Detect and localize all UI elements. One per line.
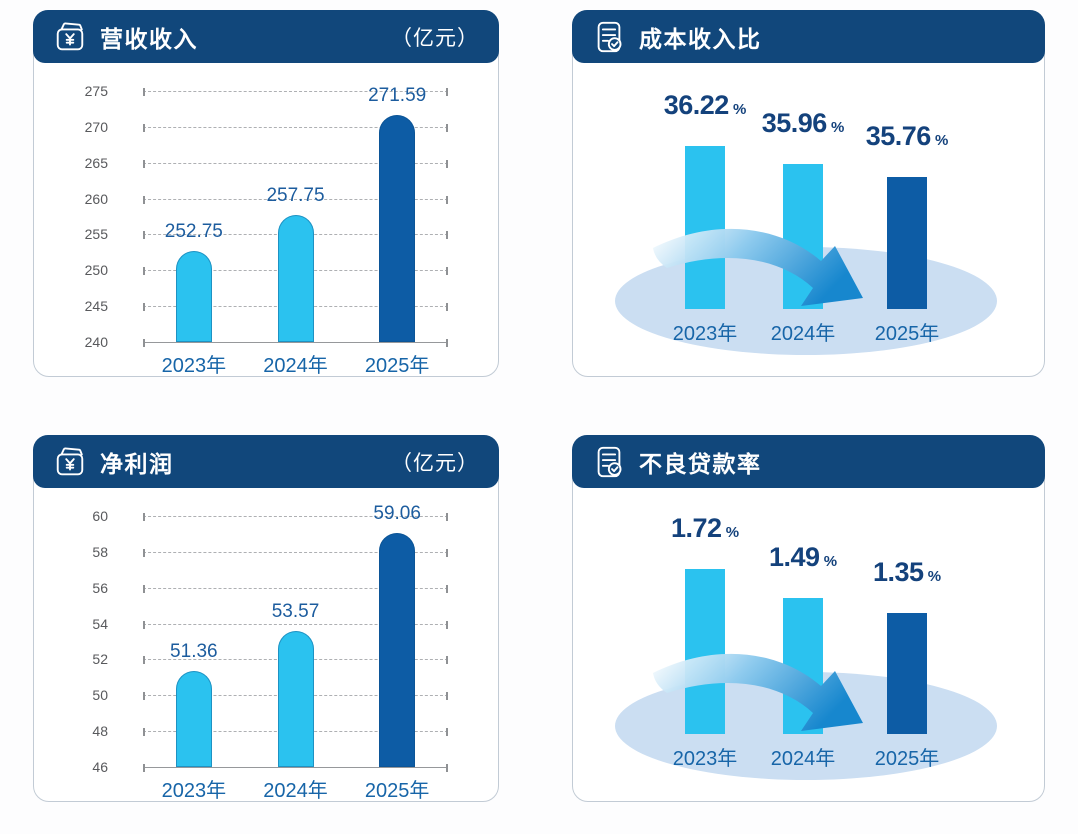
down-trend-arrow-icon <box>643 216 963 336</box>
y-tick-label: 250 <box>84 262 108 279</box>
bar-value-label: 51.36 <box>170 640 218 662</box>
net-profit-bar-chart: 60 58 56 54 52 50 48 46 51.36 2023年 53.57 2024年 59.0… <box>34 436 498 802</box>
value-number: 35.96 <box>761 108 828 138</box>
grid-line <box>143 548 448 557</box>
x-axis-label: 2023年 <box>161 780 227 802</box>
bar-value-label: 271.59 <box>368 85 427 107</box>
grid-line <box>143 620 448 629</box>
bar-value-label: 252.75 <box>164 220 223 242</box>
bar <box>887 613 927 734</box>
report-check-icon <box>592 20 626 54</box>
panel-net-profit: 净利润 （亿元） 60 58 56 54 52 50 48 46 51.36 2023年 53.57… <box>33 435 499 802</box>
wallet-yuan-icon <box>53 445 87 479</box>
x-axis-label: 2025年 <box>364 355 430 377</box>
value-number: 1.35 <box>872 557 924 587</box>
bar-value-label: 53.57 <box>271 601 320 623</box>
bar <box>277 214 314 342</box>
cost-income-pictorial-chart: 36.22 % 2023年 35.96 % 2024年 35.76 % 2025年 <box>573 11 1044 376</box>
value-number: 1.72 <box>670 513 722 543</box>
percent-sign: % <box>930 132 949 149</box>
panel-revenue: 营收收入 （亿元） 275 270 265 260 255 250 245 240 252.75… <box>33 10 499 377</box>
percent-sign: % <box>819 553 838 570</box>
x-axis-label: 2024年 <box>770 323 836 345</box>
panel-title: 净利润 <box>100 450 174 477</box>
grid-line <box>143 513 448 521</box>
grid-line <box>143 339 448 347</box>
y-tick-label: 48 <box>92 723 108 740</box>
x-axis-label: 2023年 <box>672 748 738 770</box>
bar-value-label: 35.76 % <box>866 121 949 152</box>
panel-npl-header: 不良贷款率 <box>572 435 1045 488</box>
panel-title: 成本收入比 <box>639 25 762 52</box>
y-tick-label: 58 <box>92 543 108 560</box>
down-trend-arrow-icon <box>643 641 963 761</box>
bar-value-label: 1.49 % <box>769 542 837 573</box>
y-tick-label: 255 <box>84 226 108 243</box>
value-number: 36.22 <box>663 90 730 120</box>
grid-line <box>143 764 448 772</box>
y-tick-label: 270 <box>84 118 108 135</box>
y-tick-label: 52 <box>92 651 108 668</box>
y-tick-label: 275 <box>84 83 108 99</box>
y-tick-label: 245 <box>84 298 108 315</box>
panel-unit: （亿元） <box>391 451 479 475</box>
y-tick-label: 240 <box>84 334 108 350</box>
bar-value-label: 1.35 % <box>873 557 941 588</box>
x-axis-label: 2024年 <box>770 748 836 770</box>
y-tick-label: 50 <box>92 687 108 704</box>
panel-cost-income-header: 成本收入比 <box>572 10 1045 63</box>
x-axis-label: 2024年 <box>263 780 328 802</box>
bar <box>685 569 725 734</box>
bar <box>887 177 927 309</box>
y-tick-label: 56 <box>92 579 108 596</box>
grid-line <box>143 88 448 96</box>
x-axis-label: 2025年 <box>364 780 430 802</box>
y-tick-label: 54 <box>92 615 108 632</box>
x-axis-label: 2025年 <box>874 323 940 345</box>
bar-value-label: 59.06 <box>373 502 421 524</box>
percent-sign: % <box>923 568 942 585</box>
panel-revenue-header: 营收收入 （亿元） <box>33 10 499 63</box>
bar-value-label: 1.72 % <box>671 513 739 544</box>
value-number: 1.49 <box>768 542 820 572</box>
bar <box>277 631 314 767</box>
bar <box>379 115 416 342</box>
panel-unit: （亿元） <box>391 26 479 50</box>
panel-title: 营收收入 <box>100 25 198 52</box>
grid-line <box>143 584 448 593</box>
bar <box>175 670 212 767</box>
panel-npl-ratio: 不良贷款率 1.72 % 2023年 1.49 % 2024年 1.35 % 2025年 <box>572 435 1045 802</box>
panel-cost-income-ratio: 成本收入比 36.22 % 2023年 35.96 % 2024年 35.76 % 202… <box>572 10 1045 377</box>
grid-line <box>143 159 448 168</box>
panel-net-profit-header: 净利润 （亿元） <box>33 435 499 488</box>
bar-value-label: 257.75 <box>266 184 325 206</box>
percent-sign: % <box>728 101 747 118</box>
y-tick-label: 260 <box>84 190 108 207</box>
y-tick-label: 265 <box>84 154 108 171</box>
report-check-icon <box>592 445 626 479</box>
bar-value-label: 36.22 % <box>664 90 747 121</box>
revenue-bar-chart: 275 270 265 260 255 250 245 240 252.75 2023年 257.7… <box>34 11 498 377</box>
npl-pictorial-chart: 1.72 % 2023年 1.49 % 2024年 1.35 % 2025年 <box>573 436 1044 801</box>
bar <box>175 250 212 342</box>
percent-sign: % <box>826 119 845 136</box>
grid-line <box>143 195 448 204</box>
bar <box>685 146 725 309</box>
panel-title: 不良贷款率 <box>639 450 762 477</box>
wallet-yuan-icon <box>53 20 87 54</box>
x-axis-label: 2024年 <box>263 355 328 377</box>
x-axis-label: 2025年 <box>874 748 940 770</box>
y-tick-label: 60 <box>92 508 108 524</box>
x-axis-label: 2023年 <box>161 355 227 377</box>
percent-sign: % <box>721 524 740 541</box>
grid-line <box>143 123 448 132</box>
x-axis-label: 2023年 <box>672 323 738 345</box>
value-number: 35.76 <box>865 121 932 151</box>
bar-value-label: 35.96 % <box>762 108 845 139</box>
y-tick-label: 46 <box>92 759 108 775</box>
bar <box>379 532 416 767</box>
